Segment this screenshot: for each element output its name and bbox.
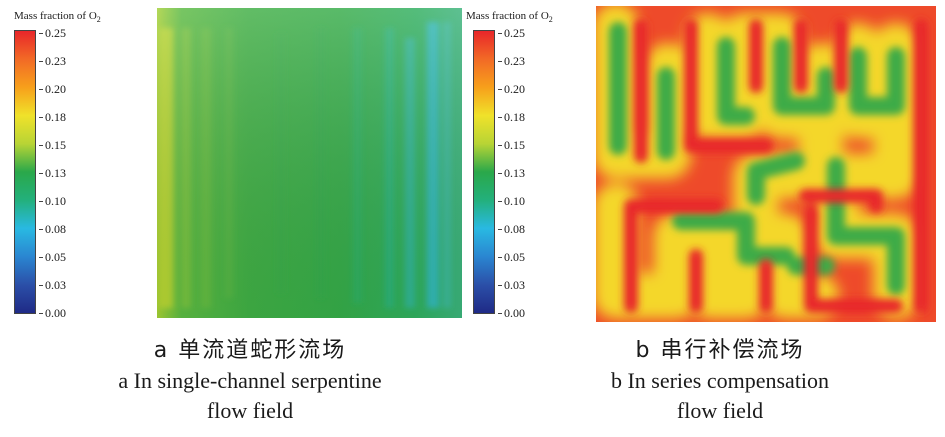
caption-b: b 串行补偿流场 b In series compensation flow f… (510, 336, 930, 426)
tick-label: 0.10 (498, 194, 525, 208)
tick-label: 0.08 (498, 222, 525, 236)
tick-label: 0.03 (498, 278, 525, 292)
caption-a: a 单流道蛇形流场 a In single-channel serpentine… (40, 336, 460, 426)
tick-label: 0.08 (39, 222, 66, 236)
caption-b-en-line2: flow field (676, 398, 764, 423)
tick-label: 0.25 (39, 26, 66, 40)
tick-label: 0.18 (39, 110, 66, 124)
caption-a-cn: a 单流道蛇形流场 (153, 338, 347, 363)
tick-label: 0.13 (498, 166, 525, 180)
tick-label: 0.13 (39, 166, 66, 180)
tick-label: 0.05 (498, 250, 525, 264)
caption-b-cn: b 串行补偿流场 (635, 338, 805, 363)
caption-a-en-line2: flow field (206, 398, 294, 423)
o2-field-series-compensation (596, 6, 936, 322)
tick-label: 0.25 (498, 26, 525, 40)
legend-title-a: Mass fraction of O2 (14, 10, 101, 24)
tick-label: 0.15 (498, 138, 525, 152)
tick-label: 0.23 (498, 54, 525, 68)
tick-label: 0.00 (498, 306, 525, 320)
colorbar-b (473, 30, 495, 314)
colorbar-a (14, 30, 36, 314)
tick-label: 0.10 (39, 194, 66, 208)
tick-label: 0.20 (39, 82, 66, 96)
tick-label: 0.15 (39, 138, 66, 152)
legend-title-b: Mass fraction of O2 (466, 10, 553, 24)
tick-label: 0.18 (498, 110, 525, 124)
tick-label: 0.00 (39, 306, 66, 320)
caption-b-en-line1: b In series compensation (610, 368, 830, 393)
tick-label: 0.23 (39, 54, 66, 68)
tick-label: 0.20 (498, 82, 525, 96)
tick-label: 0.03 (39, 278, 66, 292)
tick-label: 0.05 (39, 250, 66, 264)
caption-a-en-line1: a In single-channel serpentine (118, 368, 382, 393)
o2-field-serpentine (157, 8, 462, 318)
